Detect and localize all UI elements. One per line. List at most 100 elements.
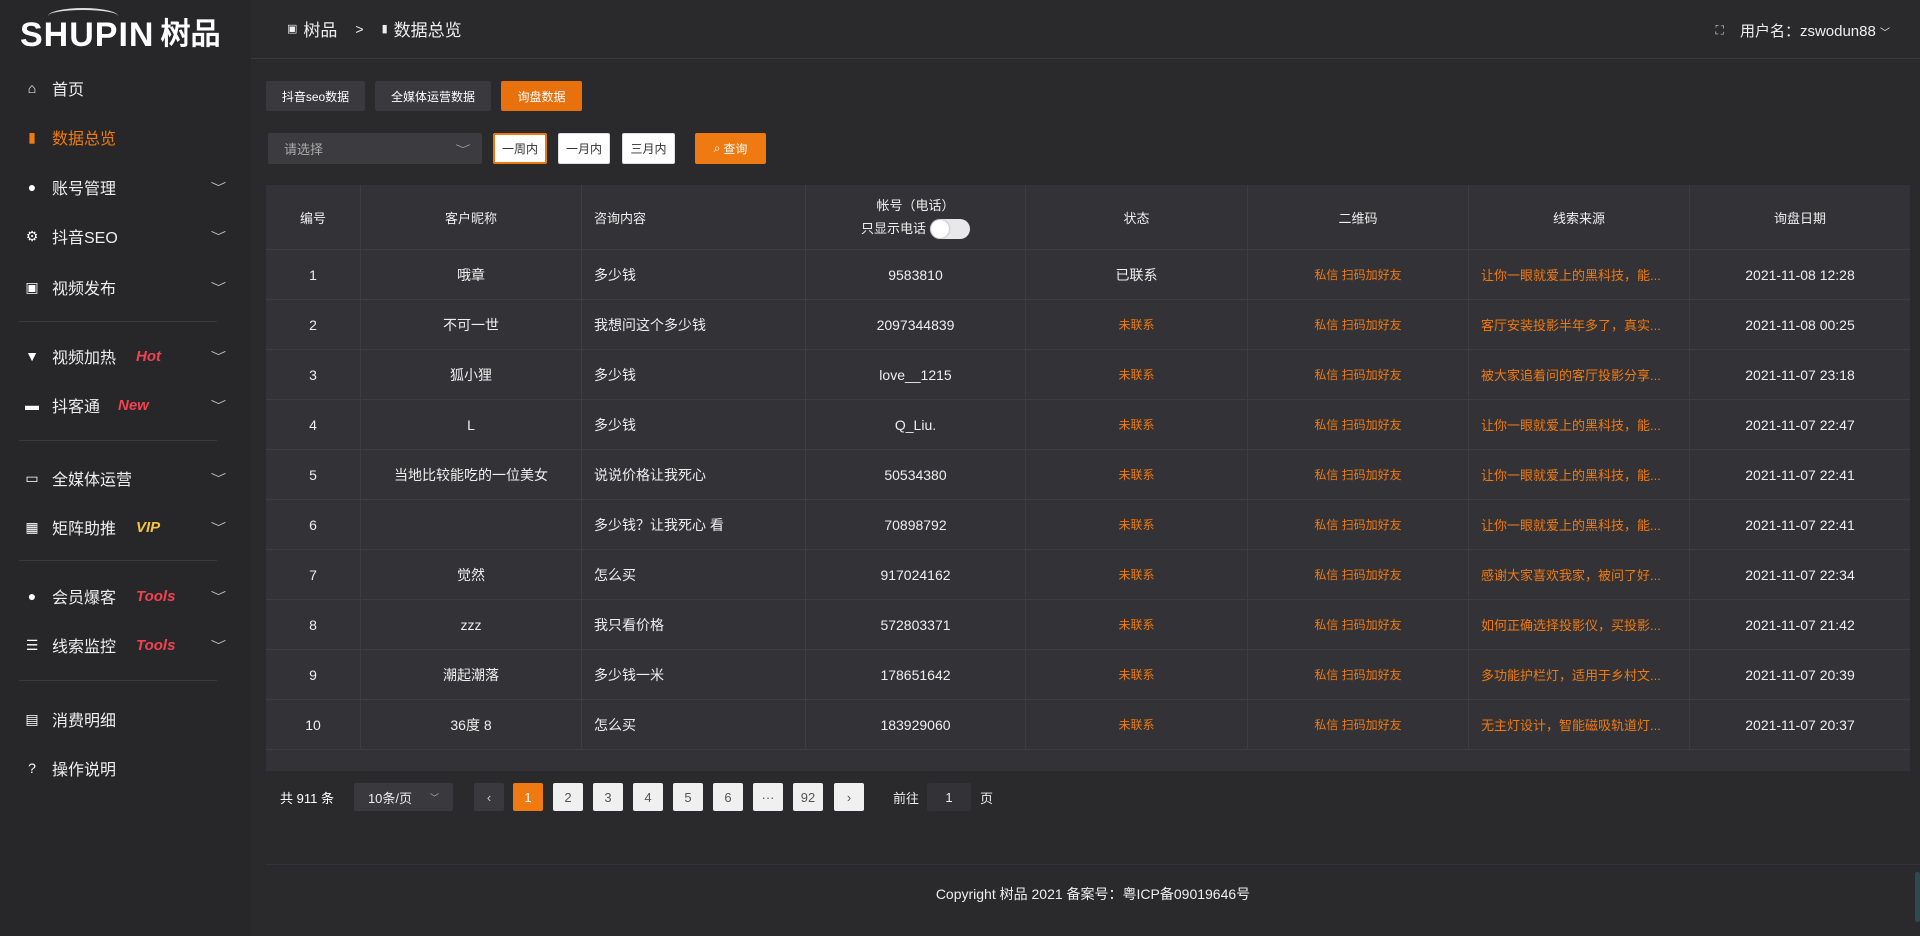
table-header: 编号 客户昵称 咨询内容 帐号（电话） 只显示电话 状态 二维码 线索来源 询盘日期 bbox=[266, 185, 1910, 250]
range-month-button[interactable]: 一月内 bbox=[558, 133, 610, 164]
table-cell: 我只看价格 bbox=[582, 600, 806, 649]
header-cell: 咨询内容 bbox=[582, 185, 806, 249]
table-cell: 当地比较能吃的一位美女 bbox=[361, 450, 582, 499]
table-cell: zzz bbox=[361, 600, 582, 649]
phone-only-toggle[interactable] bbox=[930, 219, 970, 240]
header-cell: 编号 bbox=[266, 185, 361, 249]
sidebar-item-label: 全媒体运营 bbox=[52, 472, 133, 489]
qrcode-link[interactable]: 私信 扫码加好友 bbox=[1248, 400, 1469, 449]
qrcode-link[interactable]: 私信 扫码加好友 bbox=[1248, 250, 1469, 299]
table-cell: 2021-11-07 21:42 bbox=[1745, 616, 1855, 633]
source-link[interactable]: 感谢大家喜欢我家，被问了好... bbox=[1469, 550, 1690, 599]
source-link[interactable]: 如何正确选择投影仪，买投影... bbox=[1469, 600, 1690, 649]
logo[interactable]: SHUPIN 树品 bbox=[20, 8, 220, 52]
status-badge: 未联系 bbox=[1026, 450, 1248, 499]
status-badge: 未联系 bbox=[1026, 400, 1248, 449]
range-week-button[interactable]: 一周内 bbox=[493, 133, 547, 164]
sidebar-item-label: 数据总览 bbox=[52, 131, 117, 148]
chart-small-icon: ▣ bbox=[287, 23, 298, 35]
qrcode-link[interactable]: 私信 扫码加好友 bbox=[1248, 450, 1469, 499]
sidebar-item-2[interactable]: ● 账号管理 ﹀ bbox=[0, 167, 251, 207]
query-button[interactable]: ⌕ 查询 bbox=[695, 133, 766, 164]
header-account: 帐号（电话） 只显示电话 bbox=[806, 185, 1026, 249]
status-badge: 未联系 bbox=[1026, 700, 1248, 749]
qrcode-link[interactable]: 私信 扫码加好友 bbox=[1248, 500, 1469, 549]
table-cell: 4 bbox=[266, 400, 361, 449]
sidebar-item-12[interactable]: ? 操作说明 bbox=[0, 748, 251, 788]
page-size-select[interactable]: 10条/页 ﹀ bbox=[354, 783, 453, 811]
chevron-down-icon: ﹀ bbox=[210, 591, 227, 603]
sidebar-item-10[interactable]: ☰ 线索监控 Tools ﹀ bbox=[0, 625, 251, 665]
page-button[interactable]: 6 bbox=[713, 783, 743, 811]
table-cell: Q_Liu. bbox=[806, 400, 1026, 449]
sidebar-item-5[interactable]: ▼ 视频加热 Hot ﹀ bbox=[0, 336, 251, 376]
inquiry-table: 编号 客户昵称 咨询内容 帐号（电话） 只显示电话 状态 二维码 线索来源 询盘日期 1 哦章多… bbox=[266, 185, 1910, 771]
heat-icon: ▼ bbox=[25, 348, 39, 364]
header-cell: 二维码 bbox=[1248, 185, 1469, 249]
breadcrumb-separator: > bbox=[355, 20, 364, 37]
page-button[interactable]: 4 bbox=[633, 783, 663, 811]
scrollbar[interactable] bbox=[1915, 872, 1920, 922]
sidebar-item-1[interactable]: ▮ 数据总览 bbox=[0, 117, 251, 157]
qrcode-link[interactable]: 私信 扫码加好友 bbox=[1248, 700, 1469, 749]
source-link[interactable]: 多功能护栏灯，适用于乡村文... bbox=[1469, 650, 1690, 699]
page-button[interactable]: 1 bbox=[513, 783, 543, 811]
page-button[interactable]: 2 bbox=[553, 783, 583, 811]
table-cell: 2021-11-08 00:25 bbox=[1745, 316, 1855, 333]
qrcode-link[interactable]: 私信 扫码加好友 bbox=[1248, 350, 1469, 399]
qrcode-link[interactable]: 私信 扫码加好友 bbox=[1248, 650, 1469, 699]
qrcode-link[interactable]: 私信 扫码加好友 bbox=[1248, 550, 1469, 599]
goto-page-input[interactable]: 1 bbox=[927, 783, 971, 811]
source-link[interactable]: 让你一眼就爱上的黑科技，能... bbox=[1469, 500, 1690, 549]
source-link[interactable]: 让你一眼就爱上的黑科技，能... bbox=[1469, 450, 1690, 499]
source-link[interactable]: 客厅安装投影半年多了，真实... bbox=[1469, 300, 1690, 349]
sidebar-item-label: 抖客通 bbox=[52, 399, 101, 416]
qrcode-link[interactable]: 私信 扫码加好友 bbox=[1248, 600, 1469, 649]
tab-media-ops[interactable]: 全媒体运营数据 bbox=[375, 81, 491, 111]
table-row: 8 zzz 我只看价格 572803371 未联系 私信 扫码加好友 如何正确选择投影仪，买… bbox=[266, 600, 1910, 650]
member-icon: ● bbox=[27, 588, 37, 604]
sidebar-item-6[interactable]: ▬ 抖客通 New ﹀ bbox=[0, 385, 251, 425]
fullscreen-icon[interactable]: ⛶ bbox=[1715, 23, 1724, 37]
table-row: 1 哦章 多少钱 9583810 已联系 私信 扫码加好友 让你一眼就爱上的黑科技，能...… bbox=[266, 250, 1910, 300]
source-link[interactable]: 被大家追着问的客厅投影分享... bbox=[1469, 350, 1690, 399]
sidebar-item-8[interactable]: ▦ 矩阵助推 VIP ﹀ bbox=[0, 507, 251, 547]
home-icon: ⌂ bbox=[27, 80, 37, 96]
table-cell: 2021-11-07 20:39 bbox=[1745, 666, 1855, 683]
source-link[interactable]: 无主灯设计，智能磁吸轨道灯... bbox=[1469, 700, 1690, 749]
qrcode-link[interactable]: 私信 扫码加好友 bbox=[1248, 300, 1469, 349]
sidebar-item-7[interactable]: ▭ 全媒体运营 ﹀ bbox=[0, 458, 251, 498]
sidebar-item-3[interactable]: ⚙ 抖音SEO ﹀ bbox=[0, 216, 251, 256]
table-cell: 2097344839 bbox=[806, 300, 1026, 349]
sidebar-item-label: 线索监控 bbox=[52, 639, 117, 656]
sidebar-item-label: 账号管理 bbox=[52, 181, 117, 198]
table-cell: 50534380 bbox=[806, 450, 1026, 499]
table-row: 6 多少钱？让我死心 看 70898792 未联系 私信 扫码加好友 让你一眼就爱上的黑科… bbox=[266, 500, 1910, 550]
table-cell: 不可一世 bbox=[361, 300, 582, 349]
chevron-down-icon: ﹀ bbox=[210, 231, 227, 243]
range-3month-button[interactable]: 三月内 bbox=[622, 133, 675, 164]
tab-inquiry[interactable]: 询盘数据 bbox=[501, 81, 582, 111]
chevron-down-icon: ﹀ bbox=[1880, 28, 1890, 39]
sidebar-item-9[interactable]: ● 会员爆客 Tools ﹀ bbox=[0, 576, 251, 616]
chevron-down-icon: ﹀ bbox=[430, 792, 440, 803]
sidebar-divider bbox=[19, 321, 217, 322]
page-button[interactable]: 3 bbox=[593, 783, 623, 811]
sidebar-item-0[interactable]: ⌂ 首页 bbox=[0, 68, 251, 108]
sidebar-item-4[interactable]: ▣ 视频发布 ﹀ bbox=[0, 267, 251, 307]
sidebar: SHUPIN 树品 ⌂ 首页 ▮ 数据总览 ● 账号管理 ﹀ ⚙ 抖音SEO ﹀… bbox=[0, 0, 251, 936]
source-select[interactable]: 请选择 ﹀ bbox=[268, 133, 482, 164]
page-button[interactable]: ··· bbox=[753, 783, 783, 811]
source-link[interactable]: 让你一眼就爱上的黑科技，能... bbox=[1469, 250, 1690, 299]
prev-page-button[interactable]: ‹ bbox=[474, 783, 504, 811]
page-button[interactable]: 92 bbox=[793, 783, 823, 811]
next-page-button[interactable]: › bbox=[834, 783, 864, 811]
tab-douyin-seo[interactable]: 抖音seo数据 bbox=[266, 81, 365, 111]
table-row: 5 当地比较能吃的一位美女 说说价格让我死心 50534380 未联系 私信 扫码加好友让… bbox=[266, 450, 1910, 500]
breadcrumb-home[interactable]: 树品 bbox=[303, 21, 338, 40]
user-menu[interactable]: 用户名：zswodun88 ﹀ bbox=[1740, 20, 1890, 41]
header-cell: 客户昵称 bbox=[361, 185, 582, 249]
source-link[interactable]: 让你一眼就爱上的黑科技，能... bbox=[1469, 400, 1690, 449]
page-button[interactable]: 5 bbox=[673, 783, 703, 811]
sidebar-item-11[interactable]: ▤ 消费明细 bbox=[0, 699, 251, 739]
